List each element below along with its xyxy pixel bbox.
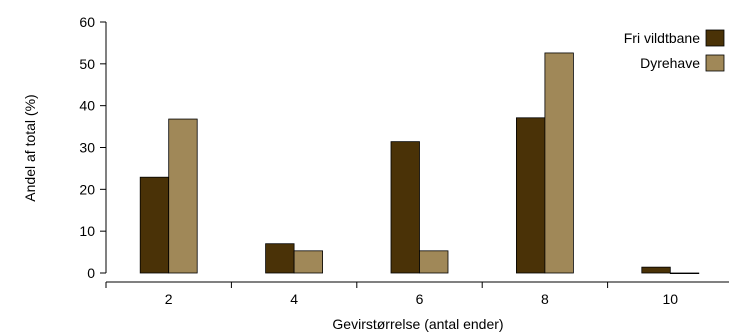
bar-dyrehave-4 bbox=[293, 250, 324, 274]
y-ticks-group: 0 10 20 30 40 50 60 bbox=[79, 14, 106, 281]
y-tick-label-20: 20 bbox=[79, 181, 95, 197]
x-ticks-group: 2 4 6 8 10 bbox=[105, 282, 679, 307]
x-tick-label-4: 4 bbox=[290, 291, 298, 307]
bar-fri-vildtbane-2 bbox=[139, 176, 170, 274]
bar-fri-vildtbane-4 bbox=[265, 243, 295, 274]
y-tick-label-30: 30 bbox=[79, 140, 95, 156]
x-tick-label-8: 8 bbox=[541, 291, 549, 307]
y-tick-label-10: 10 bbox=[79, 223, 95, 239]
y-tick-label-50: 50 bbox=[79, 56, 95, 72]
legend-swatch-fri-vildtbane bbox=[705, 29, 725, 47]
bars-group bbox=[139, 52, 700, 275]
y-axis-title: Andel af total (%) bbox=[22, 94, 38, 201]
legend-swatch-dyrehave bbox=[705, 54, 725, 72]
x-tick-label-10: 10 bbox=[663, 291, 679, 307]
x-tick-label-2: 2 bbox=[165, 291, 173, 307]
x-axis-title: Gevirstørrelse (antal ender) bbox=[332, 316, 503, 332]
legend-label-fri-vildtbane: Fri vildtbane bbox=[624, 30, 700, 46]
x-tick-label-6: 6 bbox=[416, 291, 424, 307]
legend: Fri vildtbane Dyrehave bbox=[624, 29, 725, 72]
bar-fri-vildtbane-10 bbox=[641, 266, 671, 274]
bar-dyrehave-10 bbox=[669, 272, 700, 275]
y-tick-label-60: 60 bbox=[79, 14, 95, 30]
bar-dyrehave-6 bbox=[419, 250, 449, 274]
bar-fri-vildtbane-8 bbox=[516, 117, 546, 274]
bar-dyrehave-2 bbox=[168, 118, 198, 274]
legend-label-dyrehave: Dyrehave bbox=[640, 55, 700, 71]
y-tick-label-0: 0 bbox=[87, 265, 95, 281]
y-tick-label-40: 40 bbox=[79, 98, 95, 114]
bar-fri-vildtbane-6 bbox=[390, 141, 420, 274]
bar-dyrehave-8 bbox=[544, 52, 574, 274]
